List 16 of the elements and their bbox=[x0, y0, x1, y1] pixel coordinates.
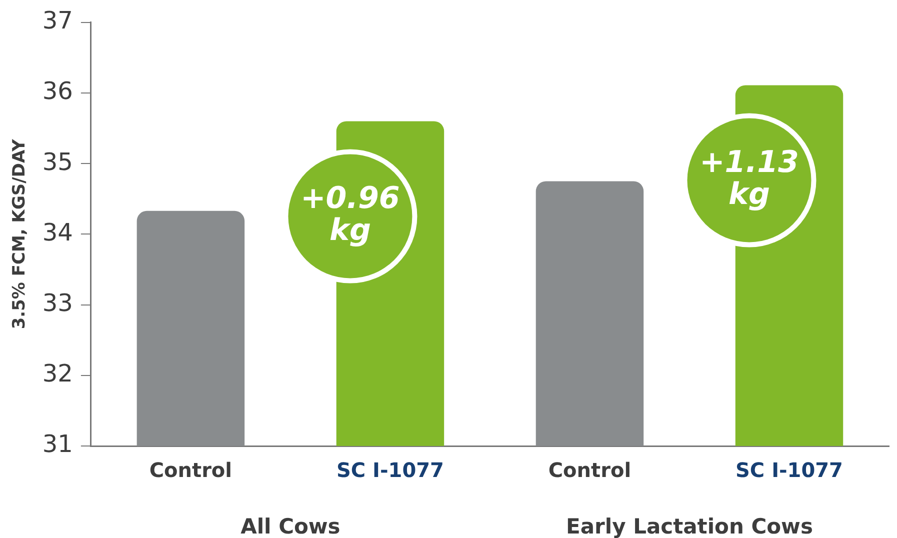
y-tick-label: 34 bbox=[42, 218, 73, 246]
y-tick-label: 33 bbox=[42, 289, 73, 318]
y-tick-label: 37 bbox=[42, 6, 73, 35]
y-tick-label: 32 bbox=[42, 360, 73, 388]
x-tick-label: Control bbox=[548, 458, 632, 482]
x-tick-label: SC I-1077 bbox=[736, 458, 843, 482]
text: All Cows bbox=[240, 514, 340, 538]
text: Early Lactation Cows bbox=[566, 514, 813, 538]
x-tick-label: Control bbox=[149, 458, 232, 482]
y-tick-label: 31 bbox=[42, 430, 73, 458]
y-axis-title: 3.5% FCM, KGS/DAY bbox=[10, 138, 30, 330]
y-tick-label: 35 bbox=[42, 148, 73, 176]
x-tick-label: SC I-1077 bbox=[336, 458, 444, 482]
annotation: +1.13 kg bbox=[700, 145, 799, 212]
annotation: +0.96 kg bbox=[300, 181, 400, 248]
y-tick-label: 36 bbox=[42, 77, 73, 106]
